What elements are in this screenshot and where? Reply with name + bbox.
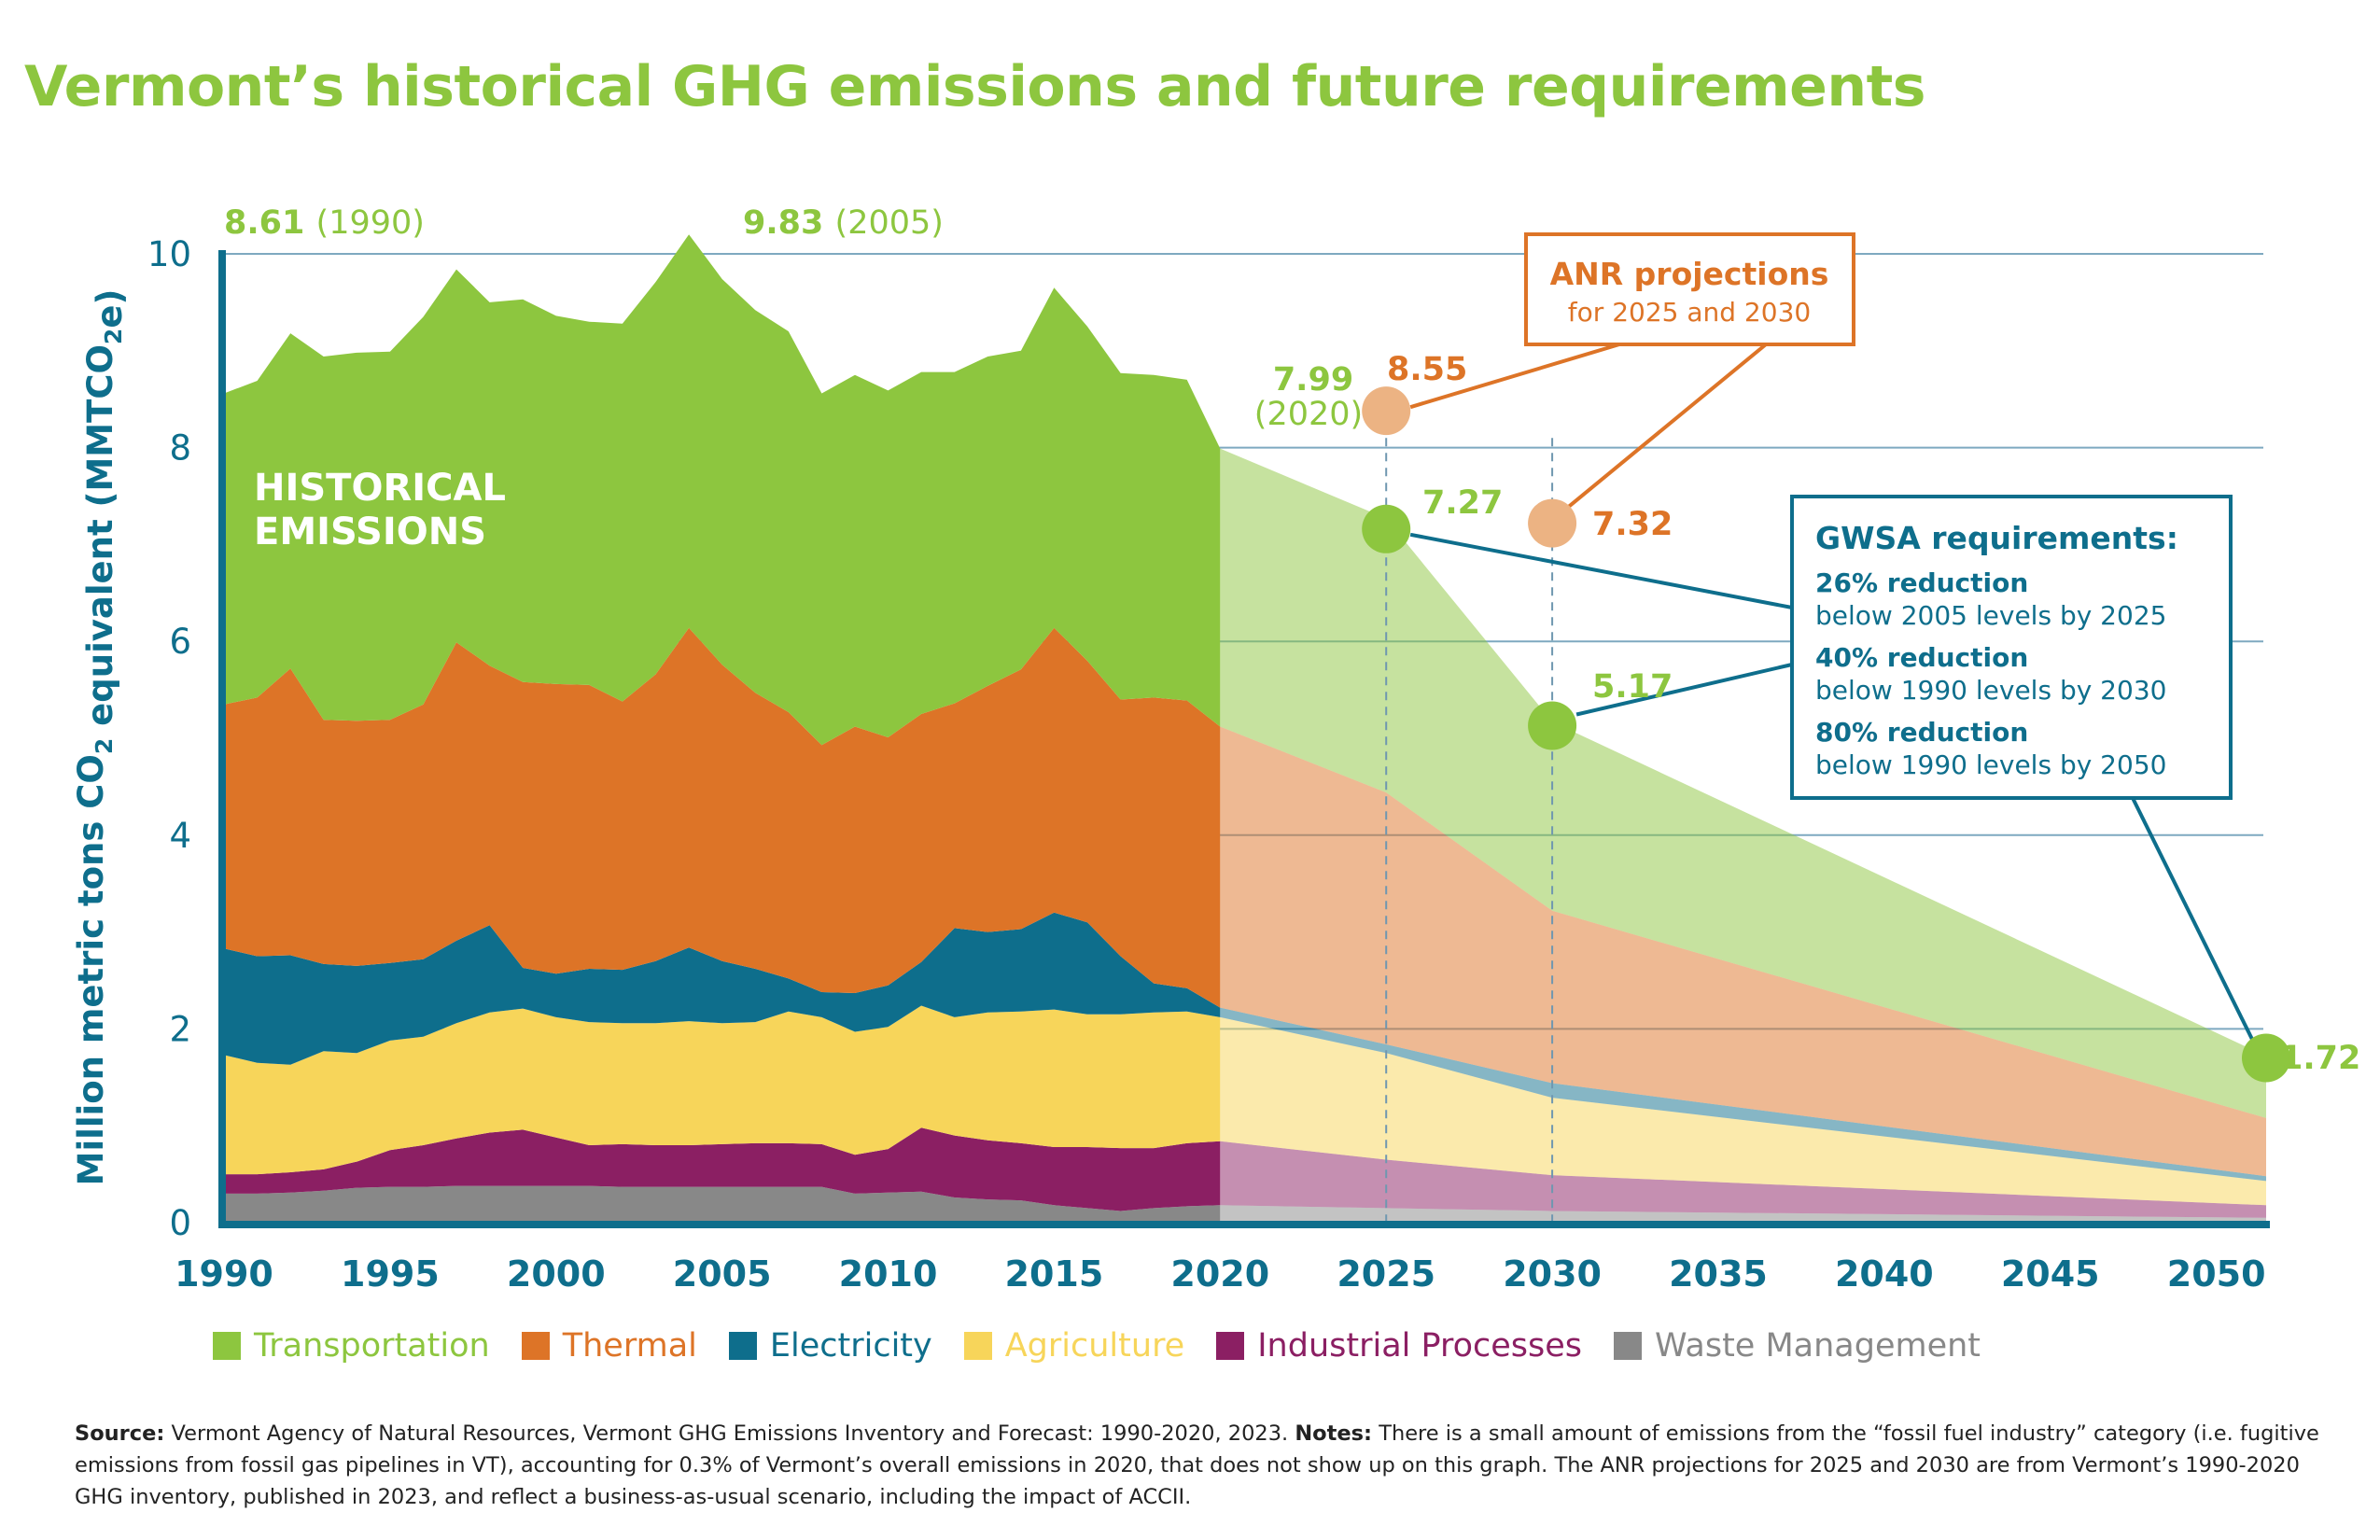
source-notes: Source: Vermont Agency of Natural Resour…	[75, 1418, 2333, 1513]
x-tick-label: 2000	[507, 1253, 606, 1295]
historical-area-transportation	[224, 234, 1221, 746]
legend-item-transportation: Transportation	[213, 1327, 490, 1365]
y-tick-label: 8	[169, 428, 191, 469]
y-tick-label: 4	[169, 816, 191, 856]
gwsa-item-bold: 80% reduction	[1815, 717, 2028, 748]
annotation-labels: 8.61 (1990) 9.83 (2005) 7.99(2020) HISTORIC…	[224, 204, 2360, 1077]
peak-2005-label: 9.83 (2005)	[743, 204, 944, 242]
source-label: Source:	[75, 1421, 165, 1446]
legend-swatch	[213, 1332, 241, 1360]
notes-text: There is a small amount of emissions fro…	[75, 1421, 2319, 1509]
point-gwsa2030	[1528, 701, 1577, 750]
label-anr-2025: 8.55	[1387, 351, 1467, 388]
stacked-areas	[224, 234, 2266, 1223]
x-tick-label: 1995	[341, 1253, 440, 1295]
y-axis-title: Million metric tons CO2 equivalent (MMTC…	[71, 289, 130, 1186]
legend-swatch	[728, 1332, 757, 1360]
gwsa-title: GWSA requirements:	[1815, 520, 2178, 556]
legend-item-thermal: Thermal	[521, 1327, 697, 1365]
historical-area-electricity	[224, 912, 1221, 1065]
projected-area-transportation	[1220, 448, 2266, 1118]
reference-lines	[1385, 438, 1554, 1223]
projected-area-waste-management	[1220, 1205, 2266, 1223]
x-tick-label: 2030	[1503, 1253, 1602, 1295]
label-anr-2030: 7.32	[1592, 506, 1673, 543]
projected-area-thermal	[1220, 726, 2266, 1177]
y-tick-label: 2	[169, 1009, 191, 1049]
callouts	[1362, 232, 2290, 1083]
legend-item-waste-management: Waste Management	[1614, 1327, 1981, 1365]
x-tick-label: 2025	[1337, 1253, 1435, 1295]
gwsa-item-bold: 26% reduction	[1815, 567, 2028, 598]
legend: Transportation Thermal Electricity Agricult…	[213, 1327, 1981, 1365]
gwsa-connector-2050	[2131, 797, 2255, 1043]
legend-label: Waste Management	[1655, 1327, 1981, 1365]
legend-label: Agriculture	[1004, 1327, 1185, 1365]
point-anr2025	[1362, 386, 1411, 436]
gwsa-item-text: below 1990 levels by 2030	[1815, 675, 2166, 706]
y-tick-label: 6	[169, 622, 191, 662]
historical-area-waste-management	[224, 1185, 1221, 1223]
label-gwsa-2050: 1.72	[2280, 1040, 2360, 1077]
peak-1990-label: 8.61 (1990)	[224, 204, 425, 242]
source-text: Vermont Agency of Natural Resources, Ver…	[164, 1421, 1295, 1446]
gwsa-item-bold: 40% reduction	[1815, 642, 2028, 673]
point-gwsa2050	[2242, 1033, 2290, 1083]
gwsa-item-text: below 1990 levels by 2050	[1815, 749, 2166, 780]
legend-swatch	[521, 1332, 550, 1360]
gwsa-callout-box	[1790, 495, 2233, 800]
x-tick-label: 2020	[1170, 1253, 1269, 1295]
x-tick-label: 2015	[1005, 1253, 1104, 1295]
legend-swatch	[1216, 1332, 1245, 1360]
legend-label: Transportation	[254, 1327, 490, 1365]
historical-label-line2: EMISSIONS	[254, 511, 486, 553]
label-gwsa-2025: 7.27	[1422, 484, 1503, 522]
x-tick-label: 2035	[1669, 1253, 1768, 1295]
chart-title: Vermont’s historical GHG emissions and f…	[24, 54, 1926, 119]
projected-area-agriculture	[1220, 1016, 2266, 1206]
projected-area-electricity	[1220, 1007, 2266, 1182]
legend-swatch	[1614, 1332, 1643, 1360]
anr-callout-box	[1524, 232, 1855, 346]
x-tick-label: 2045	[2001, 1253, 2100, 1295]
anr-title: ANR projections	[1550, 256, 1829, 292]
gwsa-item-text: below 2005 levels by 2025	[1815, 600, 2166, 631]
anr-subtitle: for 2025 and 2030	[1568, 297, 1811, 328]
anr-connector-2025	[1409, 343, 1620, 410]
x-tick-label: 2050	[2167, 1253, 2266, 1295]
y-tick-label: 0	[169, 1203, 191, 1243]
x-tick-label: 2040	[1835, 1253, 1934, 1295]
legend-label: Electricity	[769, 1327, 932, 1365]
axes: 0 2 4 6 8 10 1990 1995 2000 2005 2010 2015 2020 2025 2…	[71, 234, 2270, 1295]
historical-area-thermal	[224, 627, 1221, 1008]
historical-area-agriculture	[224, 1005, 1221, 1175]
legend-label: Thermal	[562, 1327, 697, 1365]
legend-item-industrial-processes: Industrial Processes	[1216, 1327, 1582, 1365]
legend-swatch	[963, 1332, 992, 1360]
value-2020-label: 7.99	[1273, 361, 1353, 399]
y-tick-label: 10	[147, 234, 191, 274]
x-tick-label: 2010	[839, 1253, 938, 1295]
historical-area-industrial-processes	[224, 1127, 1221, 1211]
legend-label: Industrial Processes	[1257, 1327, 1583, 1365]
label-gwsa-2030: 5.17	[1592, 668, 1673, 706]
gwsa-connector-2025	[1409, 532, 1793, 609]
anr-connector-2030	[1567, 343, 1768, 509]
x-tick-label: 2005	[673, 1253, 772, 1295]
x-tick-label: 1990	[175, 1253, 273, 1295]
point-gwsa2025	[1362, 504, 1411, 553]
point-anr2030	[1528, 498, 1577, 548]
projected-area-industrial-processes	[1220, 1141, 2266, 1218]
year-2020-label: (2020)	[1254, 396, 1363, 433]
notes-label: Notes:	[1295, 1421, 1373, 1446]
gwsa-connector-2030	[1575, 663, 1793, 717]
legend-item-electricity: Electricity	[728, 1327, 932, 1365]
historical-label-line1: HISTORICAL	[254, 467, 506, 510]
legend-item-agriculture: Agriculture	[963, 1327, 1185, 1365]
